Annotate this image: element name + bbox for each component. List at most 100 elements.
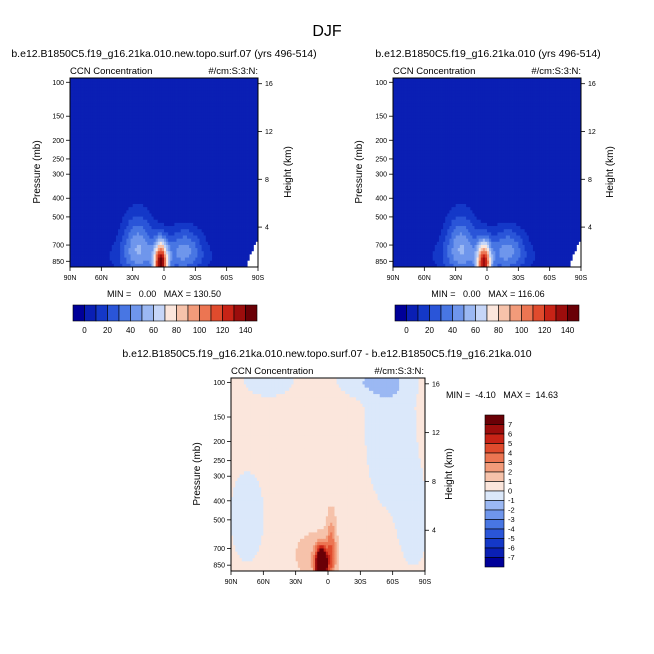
- field-cell: [245, 78, 248, 82]
- field-cell: [92, 78, 96, 82]
- field-cell: [245, 150, 248, 154]
- field-cell: [184, 128, 188, 132]
- field-cell: [101, 150, 104, 154]
- field-cell: [239, 144, 242, 148]
- field-cell: [72, 78, 75, 82]
- field-cell: [132, 137, 136, 142]
- field-cell: [153, 150, 157, 154]
- field-cell: [180, 115, 184, 120]
- field-cell: [197, 131, 200, 136]
- field-cell: [136, 128, 140, 132]
- field-cell: [132, 169, 136, 173]
- field-cell: [118, 159, 121, 164]
- field-cell: [212, 122, 215, 126]
- field-cell: [143, 131, 146, 136]
- field-cell: [203, 112, 207, 117]
- field-cell: [176, 169, 180, 173]
- field-cell: [111, 106, 115, 110]
- field-cell: [109, 131, 113, 136]
- field-cell: [147, 84, 150, 88]
- field-cell: [241, 78, 244, 82]
- field-cell: [161, 156, 165, 161]
- field-cell: [203, 96, 207, 101]
- field-cell: [80, 166, 83, 170]
- field-cell: [214, 166, 217, 170]
- field-cell: [134, 103, 138, 107]
- field-cell: [74, 159, 77, 164]
- field-cell: [235, 100, 238, 104]
- field-cell: [101, 109, 104, 114]
- field-cell: [209, 96, 213, 101]
- field-cell: [105, 166, 108, 170]
- field-cell: [161, 128, 165, 132]
- field-cell: [230, 134, 234, 139]
- field-cell: [86, 87, 90, 91]
- field-cell: [159, 150, 163, 154]
- field-cell: [197, 163, 200, 167]
- field-cell: [157, 93, 161, 98]
- field-cell: [166, 112, 169, 117]
- field-cell: [164, 163, 167, 167]
- field-cell: [128, 153, 131, 158]
- field-cell: [168, 100, 171, 104]
- field-cell: [147, 90, 150, 95]
- field-cell: [237, 150, 240, 154]
- field-cell: [212, 84, 215, 88]
- field-cell: [90, 84, 94, 88]
- field-cell: [118, 112, 121, 117]
- field-cell: [255, 134, 259, 139]
- field-cell: [197, 103, 200, 107]
- field-cell: [189, 166, 192, 170]
- field-cell: [232, 118, 236, 123]
- field-cell: [243, 144, 246, 148]
- field-cell: [128, 87, 131, 91]
- field-cell: [172, 128, 175, 132]
- field-cell: [195, 134, 198, 139]
- field-cell: [84, 150, 88, 154]
- field-cell: [186, 141, 190, 145]
- field-cell: [92, 159, 96, 164]
- field-cell: [134, 166, 138, 170]
- field-cell: [99, 106, 102, 110]
- field-cell: [182, 141, 186, 145]
- field-cell: [197, 153, 200, 158]
- field-cell: [247, 100, 251, 104]
- field-cell: [191, 134, 194, 139]
- field-cell: [124, 134, 127, 139]
- field-cell: [214, 141, 217, 145]
- field-cell: [176, 153, 180, 158]
- field-cell: [199, 109, 202, 114]
- field-cell: [118, 134, 121, 139]
- field-cell: [126, 93, 129, 98]
- field-cell: [130, 144, 134, 148]
- field-cell: [243, 131, 246, 136]
- field-cell: [128, 112, 131, 117]
- field-cell: [95, 93, 98, 98]
- field-cell: [205, 159, 209, 164]
- field-cell: [90, 169, 94, 173]
- field-cell: [151, 125, 154, 129]
- field-cell: [232, 109, 236, 114]
- field-cell: [247, 131, 251, 136]
- field-cell: [201, 153, 205, 158]
- field-cell: [72, 122, 75, 126]
- field-cell: [76, 96, 79, 101]
- field-cell: [115, 103, 119, 107]
- field-cell: [180, 106, 184, 110]
- field-cell: [172, 78, 175, 82]
- field-cell: [178, 109, 182, 114]
- field-cell: [170, 128, 173, 132]
- field-cell: [76, 159, 79, 164]
- field-cell: [168, 87, 171, 91]
- field-cell: [95, 169, 98, 173]
- field-cell: [157, 115, 161, 120]
- field-cell: [159, 78, 163, 82]
- field-cell: [195, 78, 198, 82]
- field-cell: [72, 137, 75, 142]
- field-cell: [128, 156, 131, 161]
- field-cell: [201, 103, 205, 107]
- field-cell: [222, 115, 225, 120]
- field-cell: [143, 156, 146, 161]
- field-cell: [216, 103, 219, 107]
